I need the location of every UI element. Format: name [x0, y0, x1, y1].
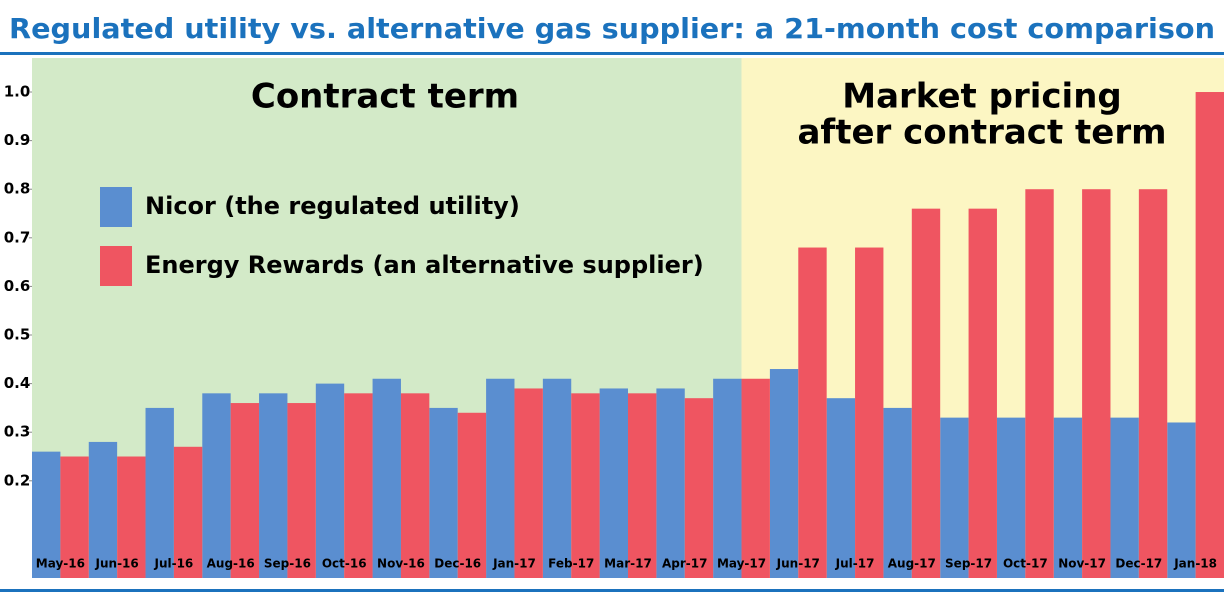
bar [1167, 422, 1196, 578]
x-tick-label: Dec-16 [434, 557, 481, 571]
x-tick-label: Nov-17 [1058, 557, 1106, 571]
bar [1025, 189, 1054, 578]
bar [542, 378, 572, 578]
bar [457, 412, 487, 578]
bar [88, 441, 118, 578]
region-label: Contract term [251, 77, 519, 117]
bar [202, 393, 231, 578]
x-tick-label: Jun-16 [95, 557, 139, 571]
x-tick-label: Aug-16 [207, 557, 255, 571]
y-tick-label: 0.9 [4, 131, 31, 149]
x-tick-label: Oct-16 [322, 557, 367, 571]
y-tick-label: 0.6 [4, 277, 31, 295]
bar [1082, 189, 1111, 578]
y-tick-label: 0.2 [4, 471, 31, 489]
bar [855, 247, 884, 578]
x-tick-label: Jan-18 [1173, 557, 1217, 571]
bar [400, 393, 430, 578]
bar [230, 403, 260, 578]
y-tick-label: 0.3 [4, 423, 31, 441]
bar [32, 451, 61, 578]
bar [684, 398, 714, 578]
y-tick-label: 0.8 [4, 180, 31, 198]
bar [372, 378, 401, 578]
bar [145, 407, 174, 578]
title-rule [0, 52, 1224, 55]
x-tick-label: Sep-17 [945, 557, 992, 571]
legend-label: Nicor (the regulated utility) [145, 192, 520, 220]
bar [1195, 92, 1224, 579]
x-tick-label: Aug-17 [888, 557, 936, 571]
legend-swatch [100, 187, 132, 227]
legend-label: Energy Rewards (an alternative supplier) [145, 251, 704, 279]
x-tick-label: May-16 [36, 557, 85, 571]
x-tick-label: Apr-17 [662, 557, 707, 571]
bar [883, 407, 912, 578]
chart-title: Regulated utility vs. alternative gas su… [9, 12, 1215, 45]
x-tick-label: Jul-17 [835, 557, 875, 571]
bar [1110, 417, 1139, 578]
bar [798, 247, 827, 578]
bar [656, 388, 685, 578]
bar [514, 388, 543, 578]
region-label: after contract term [797, 113, 1166, 153]
bar [940, 417, 969, 578]
x-tick-label: Nov-16 [377, 557, 425, 571]
y-tick-label: 0.4 [4, 374, 31, 392]
bar [486, 378, 515, 578]
x-tick-label: Dec-17 [1115, 557, 1162, 571]
bar [713, 378, 742, 578]
bar [1138, 189, 1168, 578]
legend-swatch [100, 246, 132, 286]
x-tick-label: Mar-17 [604, 557, 652, 571]
y-tick-label: 1.0 [4, 83, 31, 101]
x-tick-label: Oct-17 [1003, 557, 1048, 571]
x-tick-label: Sep-16 [264, 557, 311, 571]
x-tick-label: May-17 [717, 557, 766, 571]
region-label: Market pricing [842, 77, 1122, 117]
bar [911, 208, 941, 578]
bottom-rule [0, 589, 1224, 592]
bar [741, 378, 770, 578]
x-tick-label: Jul-16 [153, 557, 193, 571]
bar [259, 393, 288, 578]
bar [571, 393, 600, 578]
bar [287, 403, 316, 578]
bar [60, 456, 89, 578]
x-tick-label: Jan-17 [492, 557, 536, 571]
bar [344, 393, 373, 578]
bar [117, 456, 146, 578]
y-tick-label: 0.7 [4, 228, 31, 246]
bar [628, 393, 657, 578]
bar [1053, 417, 1083, 578]
y-tick-label: 0.5 [4, 326, 31, 344]
bar [173, 446, 203, 578]
bar [968, 208, 997, 578]
bar [769, 369, 799, 578]
x-tick-label: Jun-17 [776, 557, 820, 571]
bar [826, 398, 856, 578]
bar [315, 383, 345, 578]
bar [429, 407, 458, 578]
x-tick-label: Feb-17 [548, 557, 594, 571]
bar [599, 388, 628, 578]
bar [996, 417, 1026, 578]
